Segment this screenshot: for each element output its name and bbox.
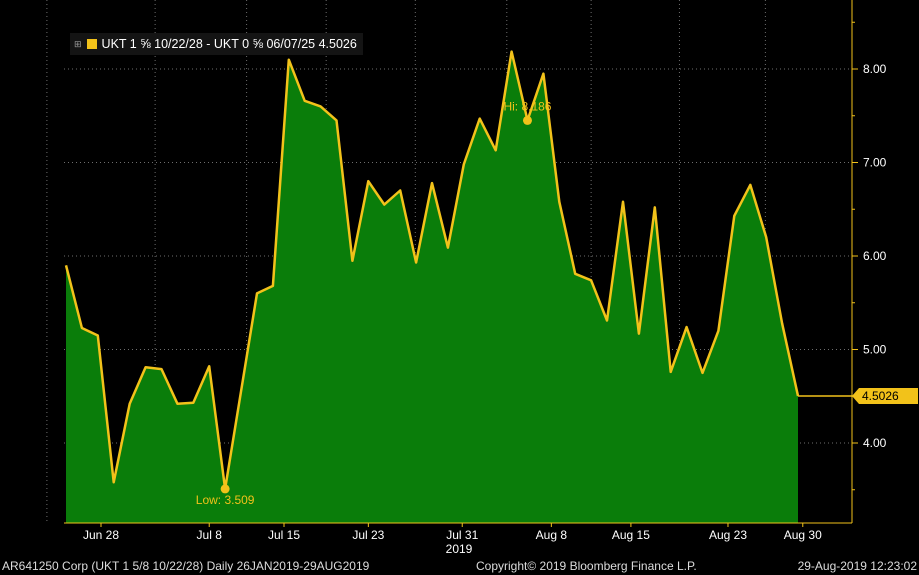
hi-marker: [522, 115, 532, 125]
x-tick-label: Jul 15: [268, 528, 300, 542]
x-tick-label: Aug 15: [612, 528, 650, 542]
x-axis-ticks: Jun 28 Jul 8 Jul 15 Jul 23 Jul 31 Aug 8 Aug 15…: [83, 523, 822, 542]
y-tick-label: 8.00: [863, 62, 887, 76]
hi-low-markers: Hi: 8.186 Low: 3.509: [196, 99, 552, 506]
y-tick-label: 6.00: [863, 249, 887, 263]
hi-label: Hi: 8.186: [503, 99, 551, 113]
low-label: Low: 3.509: [196, 493, 255, 507]
legend-toggle-icon[interactable]: ⊞: [74, 38, 82, 49]
x-tick-label: Jul 31: [446, 528, 478, 542]
axes: [64, 0, 853, 524]
x-tick-label: Jul 23: [352, 528, 384, 542]
x-tick-label: Jul 8: [197, 528, 223, 542]
x-tick-label: Jun 28: [83, 528, 119, 542]
legend-label: UKT 1 ⅝ 10/22/28 - UKT 0 ⅝ 06/07/25 4.50…: [101, 37, 357, 51]
last-value-tag-shape: [852, 388, 918, 405]
x-tick-label: Aug 8: [536, 528, 568, 542]
area-fill: [66, 51, 798, 523]
footer-copyright: Copyright© 2019 Bloomberg Finance L.P.: [476, 559, 697, 573]
last-value-label: 4.5026: [862, 389, 899, 403]
x-tick-label: Aug 23: [709, 528, 747, 542]
footer-security-info: AR641250 Corp (UKT 1 5/8 10/22/28) Daily…: [2, 559, 370, 573]
footer-timestamp: 29-Aug-2019 12:23:02: [797, 559, 917, 573]
legend-swatch: [86, 39, 97, 49]
y-axis-ticks: 4.00 5.00 6.00 7.00 8.00: [852, 21, 887, 491]
series-line: [64, 50, 800, 491]
x-tick-label: Aug 30: [784, 528, 822, 542]
y-tick-label: 5.00: [863, 343, 887, 357]
chart-area: 4.005.006.007.008.00 Jun 28 Jul 8 Jul 15 Ju…: [46, 0, 918, 556]
y-tick-label: 7.00: [863, 156, 887, 170]
y-tick-label: 4.00: [863, 436, 887, 450]
footer-bar: AR641250 Corp (UKT 1 5/8 10/22/28) Daily…: [0, 556, 919, 575]
low-marker: [220, 484, 230, 494]
last-value-tag: 4.5026: [852, 388, 918, 405]
legend[interactable]: ⊞ UKT 1 ⅝ 10/22/28 - UKT 0 ⅝ 06/07/25 4.…: [70, 33, 363, 55]
x-axis-year-label: 2019: [446, 542, 473, 556]
